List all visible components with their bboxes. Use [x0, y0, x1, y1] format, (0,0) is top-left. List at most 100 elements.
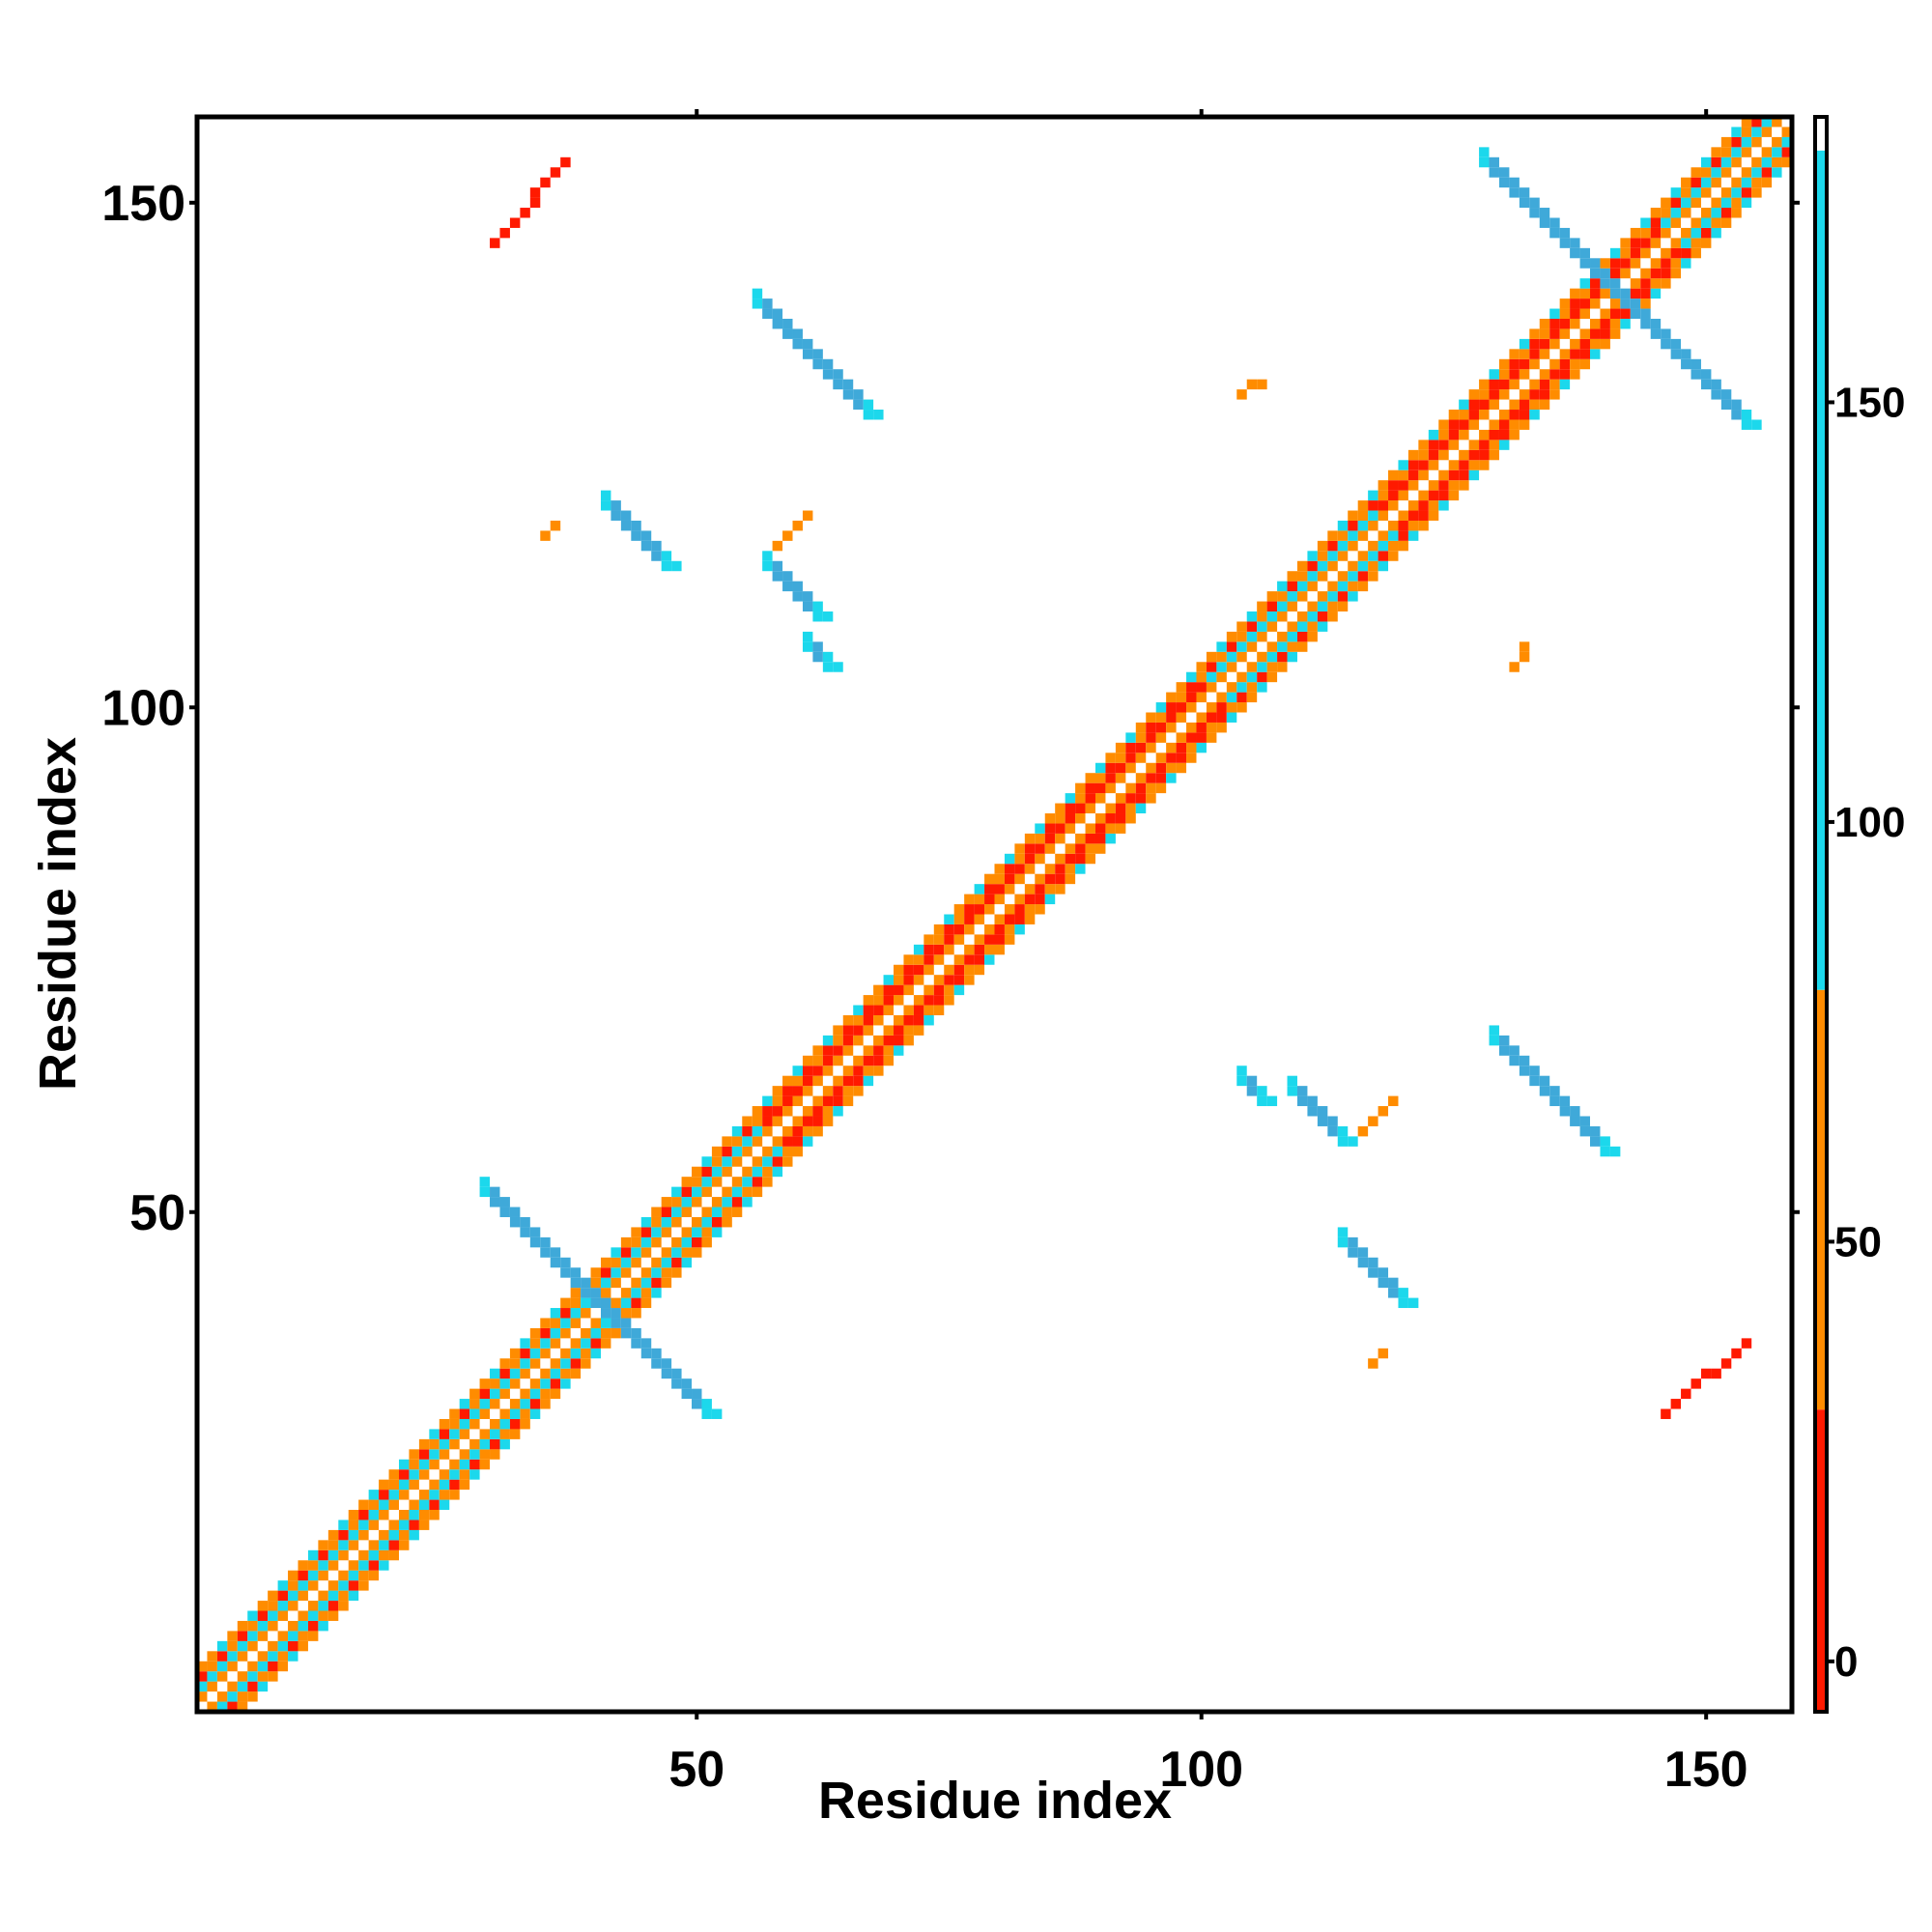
- heatmap-cell: [1711, 177, 1721, 188]
- heatmap-cell: [1509, 1045, 1520, 1056]
- heatmap-cell: [1661, 208, 1671, 218]
- heatmap-cell: [1559, 1106, 1571, 1117]
- heatmap-cell: [1035, 894, 1045, 905]
- heatmap-cell: [1296, 581, 1308, 592]
- heatmap-cell: [398, 1479, 410, 1491]
- heatmap-cell: [560, 1348, 571, 1359]
- heatmap-cell: [1206, 682, 1217, 693]
- heatmap-cell: [731, 1156, 743, 1167]
- heatmap-cell: [1398, 460, 1408, 470]
- heatmap-cell: [338, 1580, 349, 1591]
- heatmap-cell: [197, 1661, 208, 1672]
- heatmap-cell: [1731, 187, 1742, 198]
- heatmap-cell: [1186, 702, 1197, 713]
- heatmap-cell: [1529, 1065, 1540, 1076]
- heatmap-cell: [1196, 671, 1207, 683]
- heatmap-cell: [863, 1055, 874, 1066]
- heatmap-cell: [1741, 197, 1752, 209]
- heatmap-cell: [529, 197, 541, 209]
- heatmap-cell: [600, 1257, 611, 1268]
- heatmap-cell: [509, 1358, 521, 1369]
- heatmap-cell: [812, 651, 823, 663]
- heatmap-cell: [379, 1549, 389, 1561]
- heatmap-cell: [479, 1388, 491, 1400]
- heatmap-cell: [701, 1408, 712, 1419]
- heatmap-cell: [288, 1570, 298, 1581]
- heatmap-cell: [1327, 1125, 1338, 1137]
- heatmap-cell: [620, 1236, 632, 1248]
- heatmap-cell: [1711, 167, 1721, 178]
- heatmap-cell: [1661, 1408, 1671, 1419]
- heatmap-cell: [1186, 753, 1197, 763]
- heatmap-cell: [1388, 520, 1399, 531]
- heatmap-cell: [277, 1661, 289, 1672]
- heatmap-cell: [1236, 621, 1247, 632]
- heatmap-cell: [529, 1378, 541, 1389]
- heatmap-cell: [288, 1631, 298, 1641]
- heatmap-cell: [923, 984, 934, 996]
- heatmap-cell: [772, 318, 783, 329]
- heatmap-cell: [388, 1540, 399, 1550]
- heatmap-cell: [1398, 530, 1408, 541]
- heatmap-cell: [581, 1288, 591, 1298]
- heatmap-cell: [1690, 1378, 1701, 1389]
- heatmap-cell: [984, 934, 995, 945]
- heatmap-cell: [661, 551, 672, 561]
- heatmap-cell: [1661, 197, 1671, 209]
- heatmap-cell: [449, 1490, 460, 1500]
- heatmap-cell: [853, 1035, 864, 1046]
- heatmap-cell: [429, 1438, 440, 1450]
- heatmap-cell: [984, 873, 995, 885]
- heatmap-cell: [540, 1368, 551, 1379]
- heatmap-cell: [1075, 853, 1086, 865]
- heatmap-cell: [479, 1378, 491, 1389]
- heatmap-cell: [974, 894, 985, 905]
- heatmap-cell: [1125, 813, 1136, 824]
- heatmap-cell: [1065, 864, 1076, 874]
- heatmap-cell: [1620, 298, 1631, 309]
- heatmap-cell: [1529, 349, 1540, 359]
- heatmap-cell: [1559, 238, 1571, 248]
- heatmap-cell: [1630, 278, 1641, 289]
- heatmap-cell: [1287, 621, 1297, 632]
- heatmap-cell: [1529, 399, 1540, 411]
- heatmap-cell: [1781, 147, 1792, 157]
- heatmap-cell: [237, 1681, 248, 1692]
- heatmap-cell: [418, 1499, 430, 1511]
- heatmap-cell: [1559, 318, 1571, 329]
- heatmap-cell: [863, 1075, 874, 1087]
- heatmap-cell: [1378, 560, 1389, 572]
- heatmap-cell: [1075, 843, 1086, 854]
- heatmap-cell: [1741, 147, 1752, 157]
- heatmap-cell: [348, 1560, 359, 1571]
- heatmap-cell: [1257, 662, 1267, 672]
- heatmap-cell: [1348, 560, 1358, 572]
- heatmap-cell: [1570, 1106, 1580, 1117]
- heatmap-cell: [449, 1459, 460, 1470]
- heatmap-cell: [1720, 167, 1732, 178]
- heatmap-cell: [479, 1399, 491, 1409]
- heatmap-cell: [581, 1297, 591, 1309]
- heatmap-cell: [1014, 843, 1025, 854]
- heatmap-cell: [1720, 187, 1732, 198]
- heatmap-cell: [863, 1045, 874, 1056]
- heatmap-cell: [1348, 581, 1358, 592]
- heatmap-cell: [873, 995, 884, 1006]
- heatmap-cell: [1317, 540, 1328, 552]
- heatmap-cell: [560, 1378, 571, 1389]
- heatmap-cell: [1004, 864, 1015, 874]
- heatmap-cell: [449, 1429, 460, 1439]
- heatmap-cell: [1105, 753, 1116, 763]
- heatmap-cell: [1559, 379, 1571, 390]
- heatmap-cell: [661, 1267, 672, 1278]
- heatmap-cell: [1711, 197, 1721, 209]
- heatmap-cell: [1266, 641, 1278, 652]
- heatmap-cell: [600, 1308, 611, 1319]
- heatmap-cell: [1438, 419, 1449, 430]
- heatmap-cell: [570, 1358, 582, 1369]
- heatmap-cell: [762, 551, 773, 561]
- heatmap-cell: [894, 964, 904, 976]
- heatmap-cell: [701, 1166, 712, 1178]
- heatmap-cell: [257, 1601, 269, 1611]
- heatmap-cell: [1428, 460, 1439, 470]
